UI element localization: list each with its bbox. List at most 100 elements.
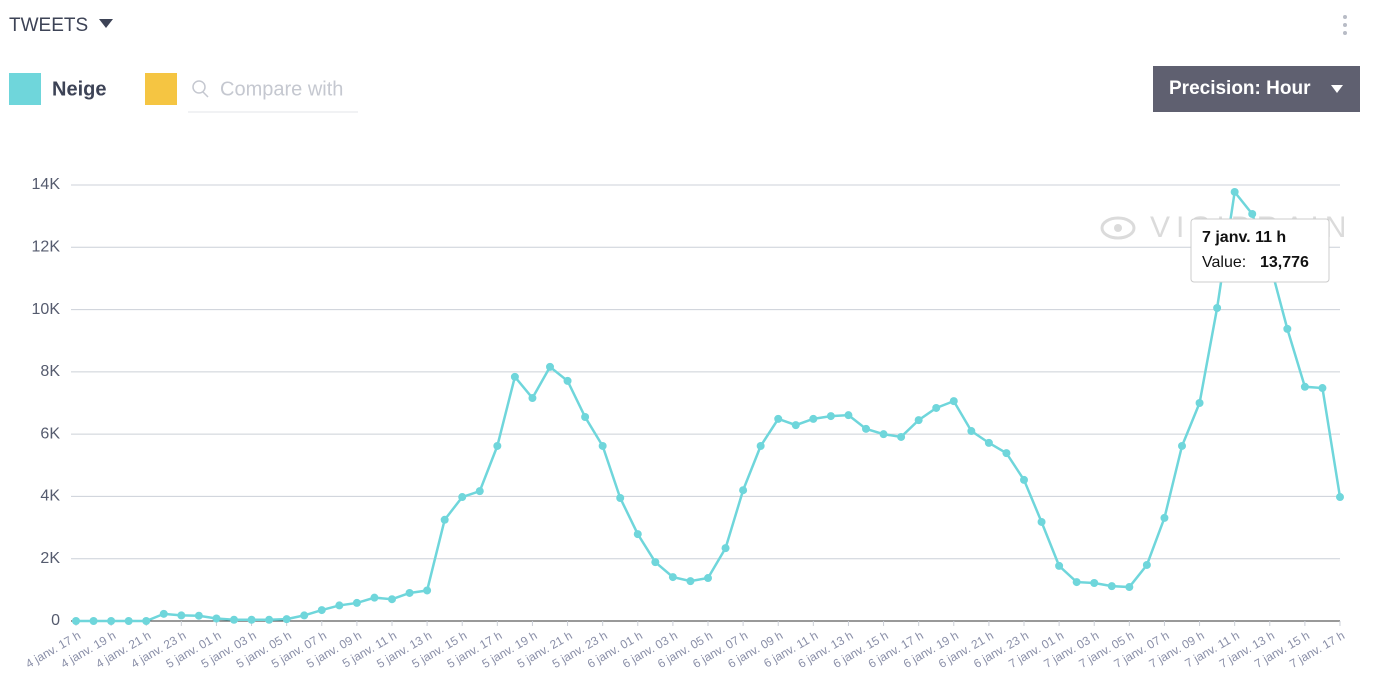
data-point <box>1283 324 1292 333</box>
data-point <box>704 574 712 583</box>
data-point <box>774 414 783 423</box>
data-point <box>1318 384 1327 393</box>
data-point <box>598 441 607 450</box>
data-point <box>352 598 361 607</box>
data-point <box>967 427 976 436</box>
data-point <box>1230 187 1239 196</box>
data-point <box>651 558 660 567</box>
legend-swatch <box>9 73 41 105</box>
y-tick-label: 14K <box>32 176 61 193</box>
data-point <box>1336 493 1344 502</box>
data-point <box>1037 517 1046 526</box>
data-point <box>423 586 432 595</box>
data-point <box>440 515 449 524</box>
data-point <box>265 615 274 624</box>
data-point <box>756 441 765 450</box>
data-point <box>282 615 291 624</box>
data-point <box>897 432 906 441</box>
y-tick-label: 4K <box>40 488 60 505</box>
menu-dot[interactable] <box>1343 31 1347 35</box>
data-point <box>984 438 993 447</box>
data-point <box>563 376 572 385</box>
data-point <box>862 424 870 433</box>
data-point <box>1125 583 1134 592</box>
data-point <box>300 611 309 620</box>
tooltip-box <box>1190 218 1330 283</box>
data-point <box>124 617 133 625</box>
data-point <box>247 615 256 624</box>
data-point <box>616 493 625 502</box>
data-point <box>844 411 853 420</box>
compare-swatch <box>145 73 177 105</box>
search-icon <box>202 91 209 98</box>
widget-title[interactable]: TWEETS <box>9 15 88 36</box>
data-point <box>107 617 116 625</box>
data-point <box>159 609 168 618</box>
data-point <box>370 593 379 602</box>
data-point <box>89 617 98 625</box>
data-point <box>72 617 80 625</box>
tooltip-title: 7 janv. 11 h <box>1202 229 1286 246</box>
precision-button[interactable] <box>1153 66 1360 112</box>
tooltip-label: Value: <box>1202 254 1246 271</box>
menu-dot[interactable] <box>1343 15 1347 19</box>
data-point <box>335 601 344 610</box>
data-point <box>142 617 151 625</box>
data-point <box>1055 561 1064 570</box>
data-point <box>686 577 695 586</box>
data-point <box>510 372 519 381</box>
data-point <box>1002 449 1011 458</box>
data-point <box>1090 579 1099 588</box>
data-point <box>739 486 748 495</box>
data-point <box>721 544 730 553</box>
data-point <box>317 606 326 615</box>
data-point <box>949 397 958 406</box>
data-point <box>1195 399 1204 407</box>
dropdown-arrow[interactable] <box>1331 85 1343 93</box>
tooltip: 7 janv. 11 h Value: 13,776 <box>1190 218 1330 283</box>
data-point <box>230 615 238 624</box>
search-input[interactable]: Compare with <box>220 78 343 100</box>
data-point <box>1160 513 1169 522</box>
data-point <box>475 487 484 496</box>
tooltip-value: 13,776 <box>1260 254 1309 271</box>
menu-dot[interactable] <box>1343 23 1347 27</box>
data-point <box>1300 382 1309 391</box>
y-tick-label: 8K <box>40 363 60 380</box>
data-point <box>1142 560 1151 569</box>
data-point <box>194 611 203 620</box>
data-point <box>914 416 923 425</box>
y-tick-label: 12K <box>32 239 61 256</box>
data-point <box>581 413 590 422</box>
data-point <box>1072 578 1081 587</box>
data-point <box>546 362 554 371</box>
data-point <box>932 403 941 412</box>
dropdown-arrow[interactable] <box>99 19 113 28</box>
data-point <box>212 614 221 623</box>
data-point <box>388 595 396 604</box>
data-point <box>177 611 186 620</box>
data-point <box>1020 475 1028 484</box>
y-tick-label: 0 <box>51 612 60 629</box>
y-tick-label: 2K <box>40 550 60 567</box>
data-point <box>1107 582 1116 591</box>
data-point <box>791 421 800 430</box>
data-point <box>1178 441 1186 450</box>
data-point <box>458 493 467 502</box>
legend-label: Neige <box>52 78 106 100</box>
data-point <box>633 530 642 539</box>
series-line <box>76 188 1342 623</box>
data-point <box>879 430 888 439</box>
data-point <box>1248 209 1257 218</box>
data-point <box>493 441 502 450</box>
data-point <box>809 414 818 423</box>
y-tick-label: 10K <box>32 301 61 318</box>
precision-label[interactable]: Precision: Hour <box>1169 78 1311 99</box>
data-point <box>405 588 414 597</box>
data-point <box>668 573 677 582</box>
data-point <box>826 412 835 421</box>
data-point <box>1213 304 1222 313</box>
y-tick-label: 6K <box>40 425 60 442</box>
